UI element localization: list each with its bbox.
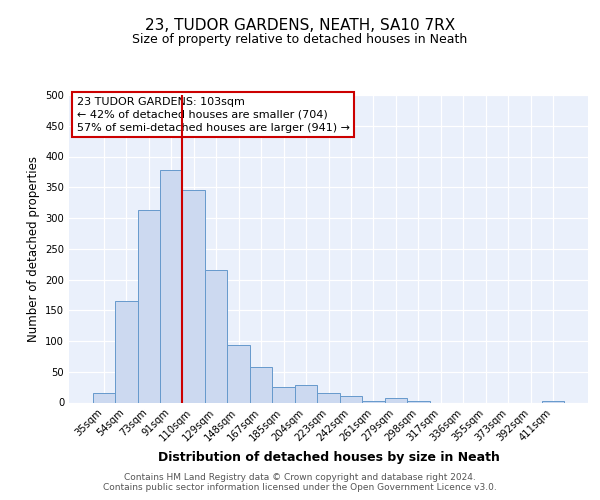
Bar [250,368,272,402]
Bar [227,346,250,403]
Bar [385,398,407,402]
Bar [160,170,182,402]
Text: Contains HM Land Registry data © Crown copyright and database right 2024.: Contains HM Land Registry data © Crown c… [124,472,476,482]
Text: Contains public sector information licensed under the Open Government Licence v3: Contains public sector information licen… [103,484,497,492]
Bar [115,301,137,402]
Bar [317,394,340,402]
Y-axis label: Number of detached properties: Number of detached properties [26,156,40,342]
Bar [272,387,295,402]
Bar [340,396,362,402]
Bar [407,400,430,402]
Bar [295,384,317,402]
Bar [205,270,227,402]
Bar [92,394,115,402]
Text: 23, TUDOR GARDENS, NEATH, SA10 7RX: 23, TUDOR GARDENS, NEATH, SA10 7RX [145,18,455,32]
Text: Size of property relative to detached houses in Neath: Size of property relative to detached ho… [133,32,467,46]
Text: 23 TUDOR GARDENS: 103sqm
← 42% of detached houses are smaller (704)
57% of semi-: 23 TUDOR GARDENS: 103sqm ← 42% of detach… [77,96,350,133]
Bar [137,210,160,402]
Bar [362,400,385,402]
Bar [182,190,205,402]
X-axis label: Distribution of detached houses by size in Neath: Distribution of detached houses by size … [158,452,499,464]
